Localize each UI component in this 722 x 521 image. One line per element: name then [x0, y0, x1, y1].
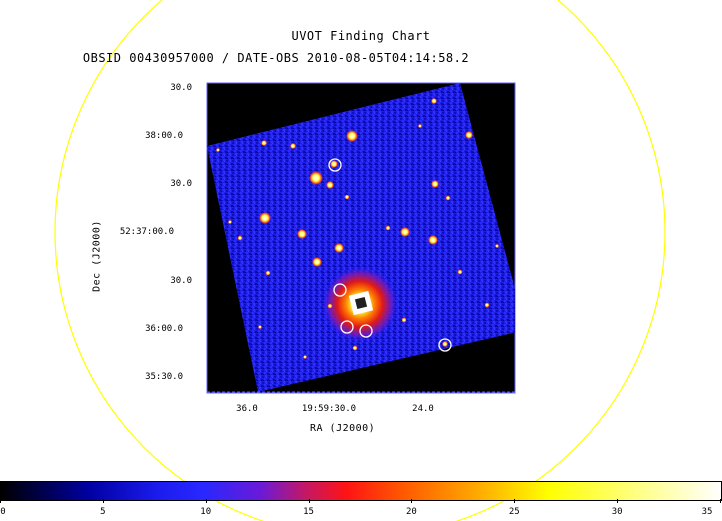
dec-tick-label: 36:00.0: [145, 324, 183, 334]
x-axis-label: RA (J2000): [310, 423, 376, 434]
marker-circle: [328, 158, 342, 172]
dec-tick-label: 38:00.0: [145, 131, 183, 141]
colorbar-tick: [514, 499, 516, 503]
colorbar-tick: [0, 499, 1, 503]
ra-tick-label: 19:59:30.0: [301, 404, 357, 414]
ra-tick-label: 36.0: [236, 404, 258, 414]
dec-tick-label: 30.0: [170, 276, 192, 286]
dec-tick-label: 35:30.0: [145, 372, 183, 382]
exposure-area: [207, 83, 515, 392]
colorbar-tick-label: 25: [508, 507, 520, 517]
colorbar: [0, 481, 722, 501]
colorbar-tick-label: 5: [100, 507, 106, 517]
colorbar-tick: [308, 499, 310, 503]
dec-tick-label: 30.0: [170, 179, 192, 189]
colorbar-tick-label: 30: [611, 507, 623, 517]
chart-title: UVOT Finding Chart: [291, 29, 431, 43]
ra-tick-label: 24.0: [412, 404, 434, 414]
chart-subtitle: OBSID 00430957000 / DATE-OBS 2010-08-05T…: [82, 51, 470, 65]
colorbar-tick-label: 20: [406, 507, 417, 517]
dec-tick-label: 30.0: [170, 83, 192, 93]
marker-circle: [438, 338, 452, 352]
star-field: [216, 98, 499, 359]
colorbar-tick: [205, 499, 207, 503]
field-of-view-circle: [54, 0, 666, 521]
colorbar-tick: [720, 499, 721, 503]
marker-circle: [340, 320, 354, 334]
colorbar-tick-label: 0: [0, 507, 6, 517]
colorbar-tick-label: 10: [200, 507, 212, 517]
y-axis-label: Dec (J2000): [91, 220, 103, 292]
marker-circle: [333, 283, 347, 297]
marker-circle: [359, 324, 373, 338]
colorbar-tick-label: 35: [701, 507, 713, 517]
dec-tick-label: 52:37:00.0: [119, 227, 174, 237]
colorbar-tick: [411, 499, 413, 503]
saturated-core-inner: [354, 296, 368, 310]
source-markers: [328, 158, 452, 352]
colorbar-tick: [617, 499, 619, 503]
colorbar-tick-label: 15: [303, 507, 314, 517]
colorbar-tick: [102, 499, 104, 503]
